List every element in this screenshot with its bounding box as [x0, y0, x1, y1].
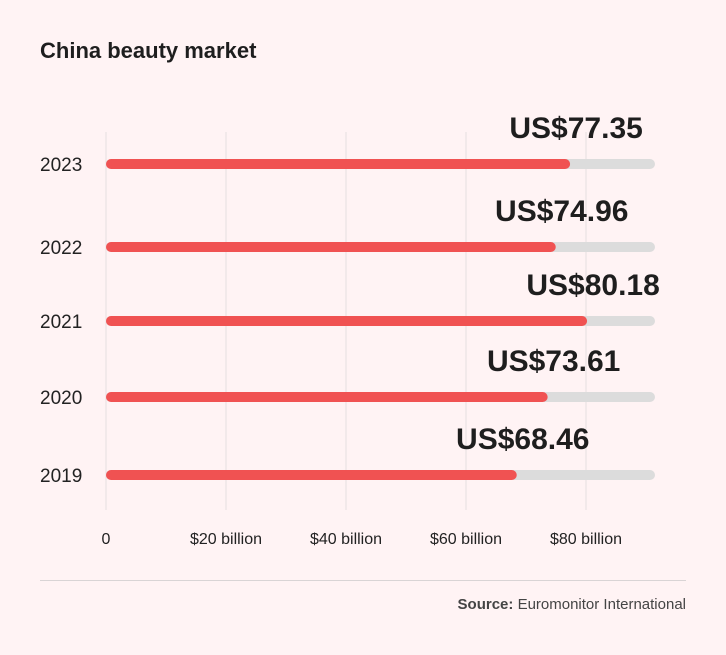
data-label: US$80.18 [526, 269, 659, 302]
x-tick-label: $40 billion [310, 531, 382, 548]
source-label: Source: [457, 596, 514, 613]
bar [106, 470, 517, 480]
x-tick-label: $60 billion [430, 531, 502, 548]
data-label: US$68.46 [456, 423, 589, 456]
x-tick-label: $20 billion [190, 531, 262, 548]
y-tick-label: 2023 [40, 155, 82, 176]
bar [106, 159, 571, 169]
data-label: US$73.61 [487, 345, 620, 378]
footer-divider [40, 580, 686, 581]
bar [106, 316, 588, 326]
data-label: US$77.35 [509, 112, 642, 145]
bar-chart: 0 $20 billion $40 billion $60 billion $80 bi… [40, 112, 660, 548]
y-tick-label: 2021 [40, 312, 82, 333]
chart-title: China beauty market [40, 38, 257, 63]
x-tick-label: $80 billion [550, 531, 622, 548]
bar [106, 242, 556, 252]
y-tick-label: 2020 [40, 388, 82, 409]
y-tick-label: 2022 [40, 238, 82, 259]
data-label: US$74.96 [495, 195, 628, 228]
source-text: Euromonitor International [517, 596, 686, 613]
bar [106, 392, 548, 402]
source-note: Source: Euromonitor International [458, 596, 686, 613]
x-tick-label: 0 [102, 531, 111, 548]
y-tick-label: 2019 [40, 466, 82, 487]
